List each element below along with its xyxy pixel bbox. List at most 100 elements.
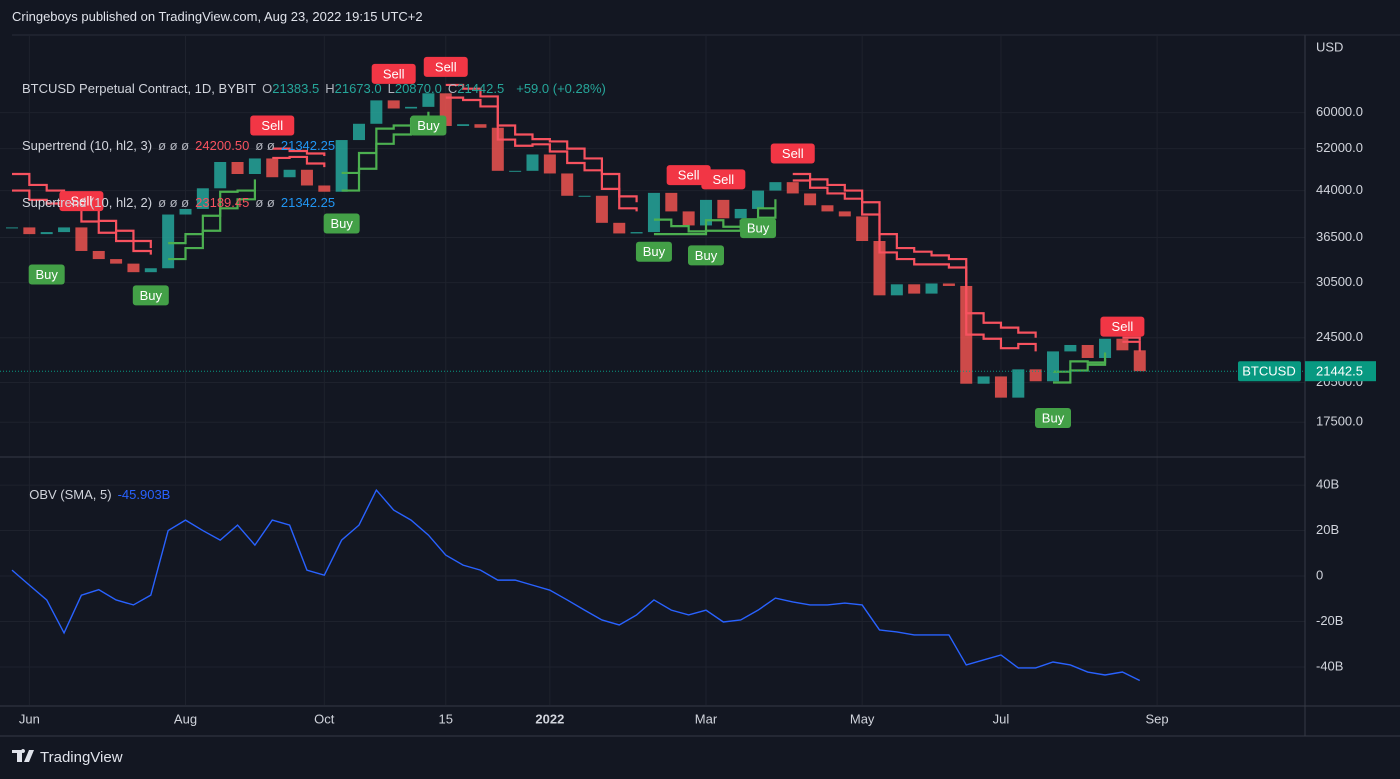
plot: 60000.0 52000.0 44000.0 36500.0 30500.0 24500… — [0, 56, 1376, 726]
x-tick-label: Jul — [993, 711, 1010, 726]
price-tag-label: 21442.5 — [1316, 364, 1363, 379]
supertrend-line — [272, 155, 326, 168]
indicator-value: ø ø — [255, 195, 275, 210]
y-tick-label: 36500.0 — [1316, 229, 1363, 244]
supertrend-line — [168, 179, 256, 245]
candle — [127, 263, 140, 273]
candle — [647, 192, 660, 233]
candle — [752, 190, 765, 209]
y-tick-label: 44000.0 — [1316, 182, 1363, 197]
supertrend-line — [445, 96, 638, 212]
candle — [75, 227, 88, 251]
candle — [300, 169, 313, 186]
candle — [804, 193, 817, 206]
signal-badge — [132, 285, 169, 306]
signal-label: Sell — [261, 118, 283, 133]
signal-label: Sell — [782, 146, 804, 161]
obv-legend: OBV (SMA, 5) -45.903B — [22, 466, 176, 504]
signal-badge — [28, 264, 65, 285]
candle — [665, 192, 678, 212]
candle — [231, 161, 244, 175]
candle — [595, 195, 608, 223]
indicator-value: ø ø ø — [158, 138, 190, 153]
candle — [700, 199, 712, 226]
supertrend-line — [12, 189, 152, 255]
signal-label: Sell — [383, 66, 405, 81]
main-legend: BTCUSD Perpetual Contract, 1D, BYBIT O213… — [22, 41, 612, 231]
supertrend-line — [653, 208, 777, 236]
y-tick-label: 52000.0 — [1316, 140, 1363, 155]
signal-label: Sell — [71, 194, 93, 209]
signal-badge — [410, 115, 447, 136]
signal-label: Buy — [417, 118, 440, 133]
candle — [162, 214, 175, 269]
axis-unit: USD — [1316, 39, 1343, 54]
candle — [6, 227, 18, 229]
supertrend-line — [168, 190, 256, 261]
candle — [335, 140, 348, 192]
signal-badge — [666, 165, 711, 186]
tv-logo — [12, 749, 34, 762]
candle — [908, 284, 921, 294]
ohlc: O21383.5 H21673.0 L20870.0 C21442.5 — [262, 81, 510, 96]
ohlc-key: C — [447, 81, 458, 96]
signal-badge — [770, 143, 815, 164]
symbol-tag-label: BTCUSD — [1242, 364, 1295, 379]
y-tick-label: 0 — [1316, 567, 1323, 582]
candle — [266, 158, 279, 178]
symbol-tag — [1238, 361, 1301, 382]
signal-label: Buy — [695, 248, 718, 263]
ohlc-value: 21383.5 — [272, 81, 320, 96]
signal-badge — [59, 191, 104, 212]
legend-row: Supertrend (10, hl2, 2) ø ø ø 23189.45 ø ø 2… — [22, 193, 612, 212]
candle — [977, 376, 990, 384]
candle — [769, 182, 782, 191]
supertrend-line — [653, 199, 777, 233]
candle — [838, 211, 851, 217]
candle — [179, 208, 192, 215]
candle — [1012, 369, 1025, 398]
signal-label: Buy — [140, 288, 163, 303]
supertrend-line — [792, 179, 1037, 352]
signal-label: Buy — [747, 221, 770, 236]
signal-label: Buy — [35, 267, 58, 282]
candle — [856, 216, 869, 241]
supertrend-line — [792, 172, 1037, 338]
supertrend-line — [445, 83, 638, 203]
candle — [283, 169, 296, 178]
brand: TradingView — [40, 749, 123, 766]
signal-badge — [688, 245, 724, 266]
x-tick-label: Sep — [1146, 711, 1169, 726]
grid — [0, 36, 1305, 705]
indicator-value: ø ø — [255, 138, 275, 153]
y-tick-label: 40B — [1316, 477, 1339, 492]
logo-mark — [12, 749, 34, 762]
indicator-title: OBV (SMA, 5) — [29, 487, 112, 502]
candle — [717, 199, 730, 219]
candle — [40, 232, 53, 235]
ohlc-key: H — [325, 81, 335, 96]
signal-label: Buy — [643, 244, 666, 259]
signal-label: Sell — [678, 168, 700, 183]
y-tick-label: 20B — [1316, 522, 1339, 537]
supertrend-line — [1122, 340, 1141, 352]
candle — [1064, 344, 1077, 352]
candle — [422, 93, 435, 107]
candle — [578, 195, 591, 197]
price-tag — [1305, 361, 1376, 382]
supertrend-line — [272, 147, 326, 156]
candle — [144, 268, 157, 273]
candle — [734, 208, 747, 219]
indicator-value: 21342.25 — [280, 138, 336, 153]
x-tick-label: Jun — [19, 711, 40, 726]
signal-label: Buy — [330, 216, 353, 231]
signal-badge — [250, 115, 295, 136]
candle — [526, 154, 539, 171]
candle — [821, 205, 834, 212]
ohlc-value: 21673.0 — [334, 81, 382, 96]
candle — [1133, 350, 1146, 372]
indicator-value: ø ø ø — [158, 195, 190, 210]
candle — [318, 185, 331, 192]
indicator-value: 24200.50 — [195, 138, 250, 153]
candle — [457, 124, 470, 126]
